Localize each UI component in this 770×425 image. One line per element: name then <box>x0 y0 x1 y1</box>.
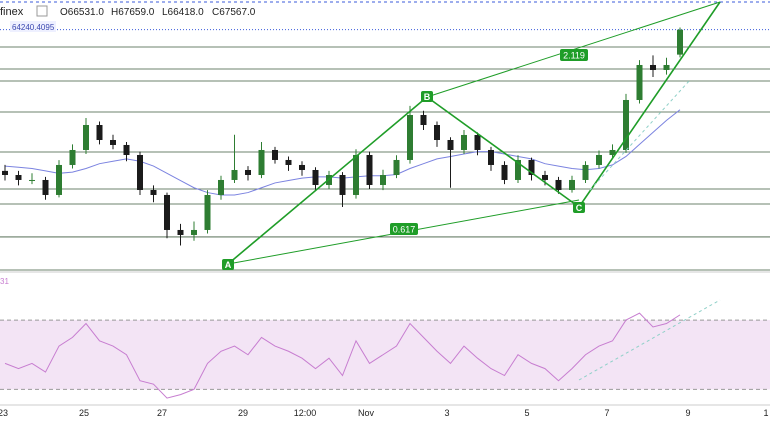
point-c: C <box>573 202 585 213</box>
candle-body <box>29 179 35 181</box>
candle-body <box>407 114 413 160</box>
candle-body <box>596 154 602 165</box>
candle-body <box>123 144 130 155</box>
trend-bc <box>426 96 580 208</box>
symbol: finex <box>0 6 24 18</box>
label-b: B <box>424 92 431 102</box>
candle-body <box>339 174 346 195</box>
point-a: A <box>222 259 234 270</box>
candle-body <box>191 229 197 235</box>
candle-body <box>555 179 562 190</box>
candle-body <box>461 134 467 150</box>
candle-body <box>582 164 589 180</box>
candle-body <box>245 169 251 175</box>
candle-body <box>393 159 400 175</box>
candle-body <box>515 159 521 180</box>
high-label: H67659.0 <box>111 7 155 18</box>
candle-body <box>542 174 548 180</box>
candle-body <box>353 154 359 195</box>
candle-body <box>2 170 8 175</box>
rsi-label: 31 <box>0 277 9 286</box>
label-a: A <box>225 260 232 270</box>
candle-body <box>663 64 670 70</box>
candle-body <box>420 114 427 125</box>
label-c: C <box>576 203 583 213</box>
candle-body <box>285 159 292 165</box>
x-tick-label: 5 <box>524 408 529 418</box>
x-tick-label: 1 <box>763 408 768 418</box>
candle-body <box>272 149 278 160</box>
candle-body <box>218 179 224 195</box>
candle-body <box>15 174 22 180</box>
trend-ab <box>227 96 428 265</box>
candle-body <box>96 124 103 140</box>
candle-body <box>380 174 386 185</box>
candle-body <box>164 194 170 230</box>
candle-body <box>609 149 616 155</box>
open-label: O66531.0 <box>60 7 104 18</box>
x-tick-label: 27 <box>157 408 167 418</box>
candle-body <box>150 189 157 195</box>
candle-body <box>569 179 575 190</box>
candle-body <box>83 124 89 150</box>
candle-body <box>488 149 494 165</box>
candle-body <box>177 229 184 235</box>
candle-body <box>650 64 656 70</box>
candle-body <box>447 139 454 150</box>
point-b: B <box>421 91 433 102</box>
x-tick-label: Nov <box>358 408 375 418</box>
candle-body <box>474 134 481 150</box>
candle-body <box>56 164 62 195</box>
x-tick-label: 12:00 <box>294 408 317 418</box>
candle-body <box>501 164 508 180</box>
candle-body <box>434 124 440 140</box>
candle-body <box>636 64 643 100</box>
candle-body <box>42 179 49 195</box>
candle-body <box>231 169 238 180</box>
candle-body <box>366 154 373 185</box>
candle-body <box>258 149 265 175</box>
dashed-trend <box>589 79 691 191</box>
retr-tag: 0.617 <box>390 223 418 235</box>
ma-tag <box>10 21 56 32</box>
ext-label: 2.119 <box>563 51 585 61</box>
rsi-line <box>4 312 681 399</box>
x-tick-label: 3 <box>444 408 449 418</box>
low-label: L66418.0 <box>162 7 204 18</box>
retr-label: 0.617 <box>393 225 416 235</box>
x-tick-label: 23 <box>0 408 8 418</box>
candle-body <box>137 154 143 190</box>
candle-body <box>677 29 683 55</box>
x-tick-label: 29 <box>238 408 248 418</box>
candle-body <box>312 169 319 185</box>
close-label: C67567.0 <box>212 7 256 18</box>
candle-body <box>110 139 116 145</box>
ext-tag: 2.119 <box>560 49 588 61</box>
rsi-band <box>0 320 770 390</box>
candle-body <box>299 164 305 170</box>
x-tick-label: 25 <box>79 408 89 418</box>
x-tick-label: 9 <box>685 408 690 418</box>
icon <box>36 5 48 17</box>
trend-cd <box>578 1 721 208</box>
x-tick-label: 7 <box>604 408 609 418</box>
candle-body <box>528 159 535 175</box>
ma-label: 64240.4095 <box>12 23 55 32</box>
candle-body <box>204 194 211 230</box>
candle-body <box>623 99 629 150</box>
candle-body <box>69 149 76 165</box>
